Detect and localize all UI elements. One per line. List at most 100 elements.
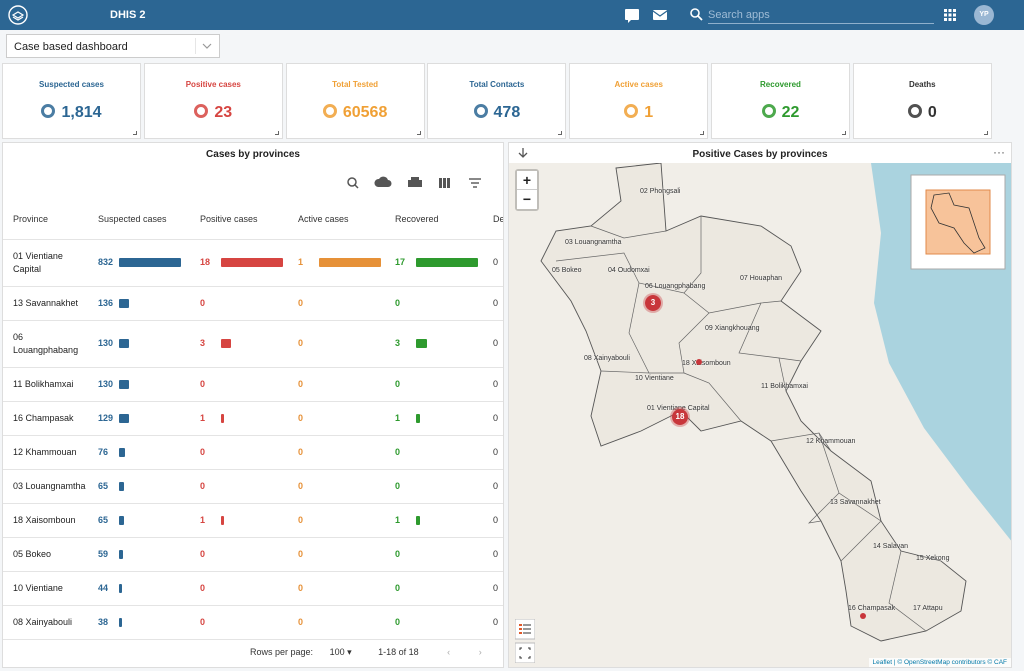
column-header[interactable]: Positive cases <box>200 201 298 240</box>
cell-value: 0 <box>298 378 304 389</box>
cell: 0 <box>298 605 395 640</box>
province-name: 13 Savannakhet <box>3 286 98 321</box>
cell-value: 0 <box>298 480 304 491</box>
apps-icon[interactable] <box>944 9 956 21</box>
resize-handle <box>274 131 279 135</box>
kpi-number: 22 <box>781 104 800 121</box>
cell: 0 <box>298 537 395 572</box>
rows-per-page[interactable]: 100 <box>329 647 345 657</box>
case-cluster[interactable]: 3 <box>643 293 663 313</box>
kpi-card[interactable]: Suspected cases 1,814 <box>2 63 141 139</box>
province-label: 02 Phongsali <box>640 188 681 195</box>
province-label: 18 Xaisomboun <box>682 360 731 367</box>
resize-handle <box>416 131 421 135</box>
cell-value: 1 <box>200 412 206 423</box>
prev-page[interactable]: ‹ <box>447 647 451 657</box>
table-row: 11 Bolikhamxai 130 0 0 0 0 <box>3 367 503 402</box>
kpi-card[interactable]: Recovered 22 <box>711 63 850 139</box>
column-header[interactable]: Deaths <box>493 201 503 240</box>
cell-value: 0 <box>493 548 499 559</box>
column-header[interactable]: Province <box>3 201 98 240</box>
kpi-card[interactable]: Active cases 1 <box>569 63 709 139</box>
more-menu[interactable]: ··· <box>993 145 1005 159</box>
kpi-card[interactable]: Deaths 0 <box>852 63 992 139</box>
dashboard-select[interactable]: Case based dashboard <box>6 34 220 58</box>
cell-bar <box>416 339 427 349</box>
cell: 0 <box>298 571 395 606</box>
map-controls[interactable] <box>515 619 535 663</box>
cell: 0 <box>395 469 493 504</box>
zoom-out[interactable]: − <box>517 190 537 209</box>
cell-value: 0 <box>298 548 304 559</box>
kpi-number: 60568 <box>342 104 388 121</box>
cell-value: 0 <box>298 446 304 457</box>
cell: 3 <box>395 320 493 368</box>
cell: 0 <box>200 367 298 402</box>
cell: 0 <box>493 239 503 287</box>
cell: 1 <box>200 401 298 436</box>
province-name: 11 Bolikhamxai <box>3 367 98 402</box>
cell-bar <box>119 481 124 491</box>
case-cluster[interactable]: 18 <box>670 407 690 427</box>
cell: 18 <box>200 239 298 287</box>
cell: 0 <box>493 537 503 572</box>
cell-value: 59 <box>98 548 109 559</box>
resize-handle <box>558 131 563 135</box>
cell: 0 <box>200 537 298 572</box>
search-input[interactable]: Search apps <box>708 6 934 24</box>
kpi-value: 478 <box>428 104 565 122</box>
cell: 0 <box>200 435 298 470</box>
cell-value: 18 <box>200 257 211 267</box>
cell: 0 <box>493 320 503 368</box>
cell-bar <box>119 583 123 593</box>
kpi-card[interactable]: Total Contacts 478 <box>427 63 567 139</box>
map-attribution: Leaflet | © OpenStreetMap contributors ©… <box>868 658 1011 667</box>
user-avatar[interactable]: YP <box>974 5 994 25</box>
download-icon[interactable] <box>517 147 529 159</box>
column-header[interactable]: Suspected cases <box>98 201 200 240</box>
cell-value: 130 <box>98 378 114 389</box>
province-name: 05 Bokeo <box>3 537 98 572</box>
kpi-title: Recovered <box>760 80 801 89</box>
kpi-title: Positive cases <box>185 80 241 89</box>
table-wrap: Province Suspected cases Positive cases Act… <box>3 201 503 641</box>
cell-value: 0 <box>493 514 499 525</box>
zoom-in[interactable]: + <box>517 171 537 190</box>
next-page[interactable]: › <box>478 647 482 657</box>
kpi-number: 1,814 <box>61 104 102 121</box>
province-label: 16 Champasak <box>848 605 896 612</box>
cell: 0 <box>395 537 493 572</box>
cell-value: 38 <box>98 616 109 627</box>
cell: 0 <box>493 469 503 504</box>
cell: 0 <box>200 605 298 640</box>
column-header[interactable]: Active cases <box>298 201 395 240</box>
cell-bar <box>119 258 181 268</box>
kpi-card[interactable]: Total Tested 60568 <box>285 63 425 139</box>
logo[interactable] <box>8 5 28 25</box>
cell: 136 <box>98 286 200 321</box>
cell-value: 0 <box>200 446 206 457</box>
cell-value: 0 <box>298 338 304 348</box>
cell-value: 17 <box>395 257 406 267</box>
kpi-icon <box>322 104 337 118</box>
page-range: 1-18 of 18 <box>378 647 419 657</box>
cell-value: 136 <box>98 297 114 308</box>
column-header[interactable]: Recovered <box>395 201 493 240</box>
map-background <box>509 162 1011 667</box>
kpi-card[interactable]: Positive cases 23 <box>143 63 283 139</box>
cell-value: 0 <box>200 616 206 627</box>
resize-handle <box>133 131 137 135</box>
kpi-value: 60568 <box>287 104 424 122</box>
cell-value: 1 <box>200 514 206 525</box>
cell-bar <box>119 413 129 423</box>
cell-value: 65 <box>98 480 109 491</box>
cell-value: 44 <box>98 582 109 593</box>
cell: 0 <box>298 469 395 504</box>
table-toolbar[interactable] <box>343 175 488 191</box>
province-label: 12 Khammouan <box>806 438 856 445</box>
province-label: 08 Xainyabouli <box>584 355 630 362</box>
cell-value: 0 <box>395 616 401 627</box>
header-icons[interactable] <box>625 8 685 24</box>
cell-value: 0 <box>493 480 499 491</box>
